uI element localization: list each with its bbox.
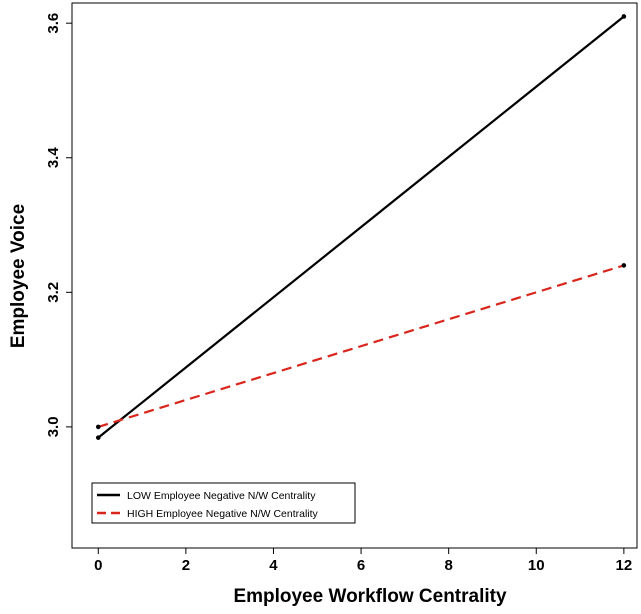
data-point: [95, 435, 101, 440]
legend-box: [91, 482, 356, 524]
x-axis-title: Employee Workflow Centrality: [233, 586, 507, 607]
series-line-high: [97, 264, 625, 428]
x-tick-label: 0: [94, 557, 102, 574]
x-tick-label: 2: [182, 557, 190, 574]
x-axis: 0 2 4 6 8 10 12: [94, 548, 632, 574]
x-tick-label: 10: [528, 557, 545, 574]
series-line-low: [97, 15, 625, 439]
x-tick-label: 8: [444, 557, 452, 574]
data-point: [621, 14, 627, 19]
y-axis-title: Employee Voice: [8, 204, 29, 348]
legend: LOW Employee Negative N/W Centrality HIG…: [91, 482, 356, 524]
y-tick-label: 3.4: [45, 147, 62, 169]
x-tick-label: 4: [269, 557, 278, 574]
data-point: [95, 424, 101, 430]
x-tick-label: 12: [616, 557, 633, 574]
y-tick-label: 3.0: [45, 416, 62, 437]
series-layer: [95, 14, 627, 440]
data-point: [621, 263, 627, 268]
y-tick-label: 3.2: [45, 282, 62, 303]
plot-frame: [71, 2, 638, 549]
y-axis: 3.0 3.2 3.4 3.6: [45, 13, 72, 437]
x-tick-label: 6: [357, 557, 365, 574]
y-tick-label: 3.6: [45, 13, 62, 34]
legend-label-low: LOW Employee Negative N/W Centrality: [127, 490, 316, 502]
legend-label-high: HIGH Employee Negative N/W Centrality: [127, 508, 319, 520]
